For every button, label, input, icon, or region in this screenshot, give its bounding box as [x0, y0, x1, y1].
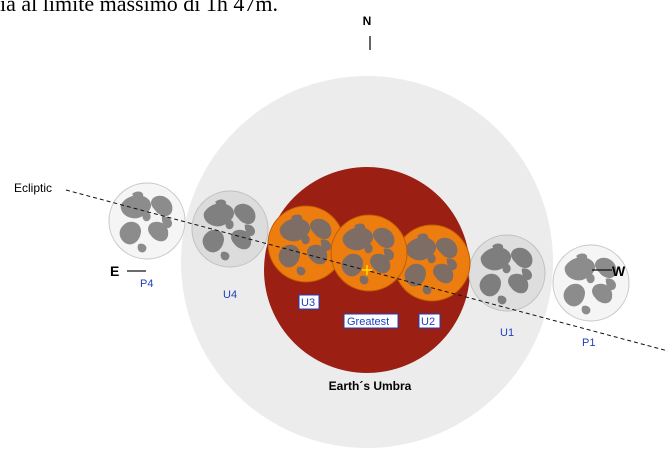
contact-label-u3: U3 — [301, 297, 315, 309]
ecliptic-label: Ecliptic — [14, 181, 52, 195]
contact-label-u2-box — [418, 313, 441, 329]
umbra-label: Earth´s Umbra — [329, 379, 412, 393]
contact-label-u2: U2 — [421, 316, 435, 328]
north-label: N — [363, 14, 372, 28]
moon-p1 — [552, 244, 630, 322]
moon-p4 — [108, 182, 186, 260]
contact-label-greatest-box — [343, 313, 399, 329]
moon-u1 — [468, 234, 546, 312]
moon-u4 — [191, 190, 269, 268]
moon-greatest — [330, 214, 408, 292]
east-label: E — [110, 263, 119, 279]
west-label: W — [612, 263, 626, 279]
contact-label-p4: P4 — [140, 278, 153, 290]
contact-label-u3-box — [298, 294, 320, 310]
caption-text: ia al limite massimo di 1h 47m. — [0, 0, 279, 16]
contact-label-greatest: Greatest — [347, 316, 389, 328]
contact-label-u1: U1 — [500, 327, 514, 339]
contact-label-p1: P1 — [582, 337, 595, 349]
contact-label-u4: U4 — [223, 289, 237, 301]
greatest-marker — [362, 265, 372, 275]
